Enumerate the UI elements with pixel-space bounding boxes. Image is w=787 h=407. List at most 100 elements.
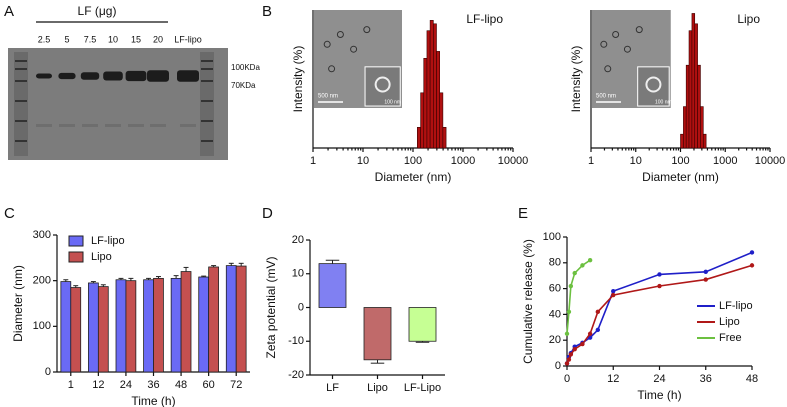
lane-label: 5 (64, 34, 69, 44)
bar (318, 263, 347, 308)
bar (208, 266, 219, 373)
point (580, 341, 585, 347)
vesicle (323, 40, 331, 48)
chart: C Diameter (nm) Time (h) 0 100 200 300 1 12 24 36 4… (4, 205, 250, 407)
gel-panel: A LF (μg) (4, 3, 228, 160)
x-tick-label: 24 (120, 379, 132, 391)
bar (143, 279, 154, 373)
legend-label: Lipo (719, 316, 740, 328)
hist-bar (702, 133, 707, 149)
ladder-band (15, 68, 27, 70)
y-tick-label: 0 (298, 301, 304, 313)
vesicle (600, 40, 608, 48)
hist-bar (429, 20, 434, 149)
x-tick-label: 1 (310, 155, 316, 167)
ladder-band (201, 120, 213, 122)
band (80, 72, 100, 80)
point (564, 361, 570, 366)
line (566, 259, 591, 334)
bar (125, 280, 137, 373)
lane-label: 2.5 (38, 34, 51, 44)
faint-band (128, 124, 144, 127)
ladder (14, 52, 28, 156)
marker-label: 70KDa (231, 81, 256, 90)
x-tick-label: LF-Lipo (404, 382, 441, 394)
band (125, 70, 147, 82)
vesicle (328, 65, 336, 73)
legend-swatch (68, 235, 84, 247)
bar (88, 282, 99, 373)
y-tick-label: 80 (549, 257, 561, 269)
point (657, 283, 662, 289)
y-tick-label: 20 (292, 234, 304, 246)
y-axis-label: Zeta potential (mV) (264, 256, 278, 358)
hist-bar (683, 106, 687, 149)
hist-bar (439, 92, 444, 149)
hist-bar (423, 57, 428, 149)
panel-label: E (518, 205, 528, 222)
point (595, 309, 601, 315)
faint-band (59, 124, 75, 127)
band (177, 70, 199, 82)
bar (97, 286, 109, 373)
hist-bar (694, 23, 698, 149)
x-tick-label: 72 (230, 379, 242, 391)
gel-image (8, 48, 228, 160)
ladder-band (201, 80, 213, 82)
x-tick-label: 10000 (498, 155, 529, 167)
vesicle (623, 45, 631, 53)
bar (70, 287, 82, 373)
point (566, 357, 572, 362)
x-tick-label: LF (326, 382, 339, 394)
x-tick-label: 100 (671, 155, 689, 167)
point (703, 277, 708, 282)
point (611, 288, 616, 294)
chart-title: Lipo (737, 12, 760, 26)
chart: D Zeta potential (mV) -20 -10 0 10 20 LF Lipo LF-… (262, 205, 445, 394)
point (564, 331, 570, 336)
x-tick-label: 48 (175, 379, 187, 391)
hist-bar (680, 133, 684, 149)
x-tick-label: 1 (68, 379, 74, 391)
chart: E Cumulative release (%) Time (h) 0 20 40 60 80… (518, 205, 758, 402)
point (749, 250, 755, 255)
x-tick-label: 10 (357, 155, 369, 167)
y-axis-label: Intensity (%) (569, 46, 583, 113)
vesicle (604, 65, 612, 73)
panel-label: D (262, 205, 273, 222)
chart: B Intensity (%) Diameter (nm) 1 10 100 1000 100… (262, 3, 528, 184)
y-axis-label: Intensity (%) (291, 46, 305, 113)
hist-bar (442, 127, 447, 149)
band (147, 70, 169, 82)
point (566, 309, 572, 315)
gel-group-label: LF (μg) (78, 4, 117, 18)
band (103, 71, 123, 81)
y-tick-label: 0 (555, 360, 561, 372)
ladder-band (201, 60, 213, 62)
chart-title: LF-lipo (466, 12, 503, 26)
point (611, 292, 616, 298)
x-tick-label: 48 (746, 373, 758, 385)
point (587, 258, 593, 263)
scale-label: 100 nm (655, 99, 672, 105)
x-tick-label: 10000 (755, 155, 786, 167)
faint-band (180, 124, 196, 127)
faint-band (105, 124, 121, 127)
scale-label: 500 nm (596, 94, 616, 100)
ladder-band (15, 80, 27, 82)
bar (180, 271, 192, 373)
point (587, 331, 593, 336)
panel-label: B (262, 3, 272, 20)
y-tick-label: 100 (543, 231, 561, 243)
legend-label: Lipo (91, 251, 112, 263)
y-axis-label: Diameter (nm) (11, 265, 25, 342)
y-tick-label: 200 (33, 275, 51, 287)
x-axis-label: Time (h) (637, 388, 681, 402)
y-tick-label: 10 (292, 268, 304, 280)
point (568, 283, 574, 289)
ladder-band (15, 120, 27, 122)
point (703, 269, 708, 275)
y-tick-label: 60 (549, 283, 561, 295)
bar (115, 279, 127, 373)
